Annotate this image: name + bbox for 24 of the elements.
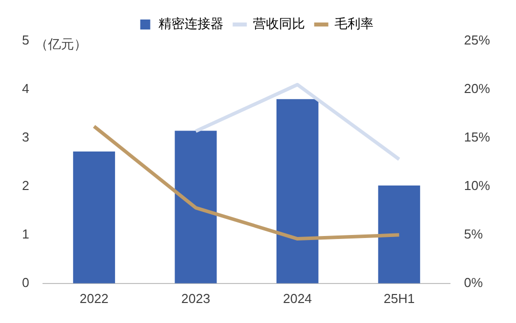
- bar: [174, 130, 217, 284]
- legend-label: 营收同比: [252, 16, 305, 32]
- y-tick-label: 0: [22, 274, 30, 290]
- y2-tick-label: 10%: [464, 178, 490, 194]
- legend-label: 毛利率: [334, 16, 374, 32]
- y-tick-label: 4: [22, 81, 30, 96]
- x-tick-label: 2023: [181, 290, 210, 306]
- y2-tick-label: 25%: [464, 32, 490, 48]
- y-tick-label: 2: [22, 178, 30, 194]
- y2-tick-label: 5%: [464, 226, 484, 242]
- y-tick-label: 3: [22, 130, 30, 145]
- y2-tick-label: 15%: [464, 130, 490, 145]
- bar: [73, 152, 116, 284]
- x-tick-label: 2022: [80, 290, 109, 306]
- bar: [378, 185, 420, 284]
- y2-tick-label: 0%: [464, 274, 484, 290]
- y2-tick-label: 20%: [464, 81, 490, 96]
- y-tick-label: 5: [22, 32, 30, 48]
- bar: [276, 99, 318, 284]
- x-tick-label: 25H1: [384, 290, 415, 306]
- y-tick-label: 1: [22, 226, 30, 242]
- y-axis-title: （亿元）: [35, 36, 88, 52]
- x-tick-label: 2024: [282, 290, 312, 306]
- legend-label: 精密连接器: [158, 16, 224, 32]
